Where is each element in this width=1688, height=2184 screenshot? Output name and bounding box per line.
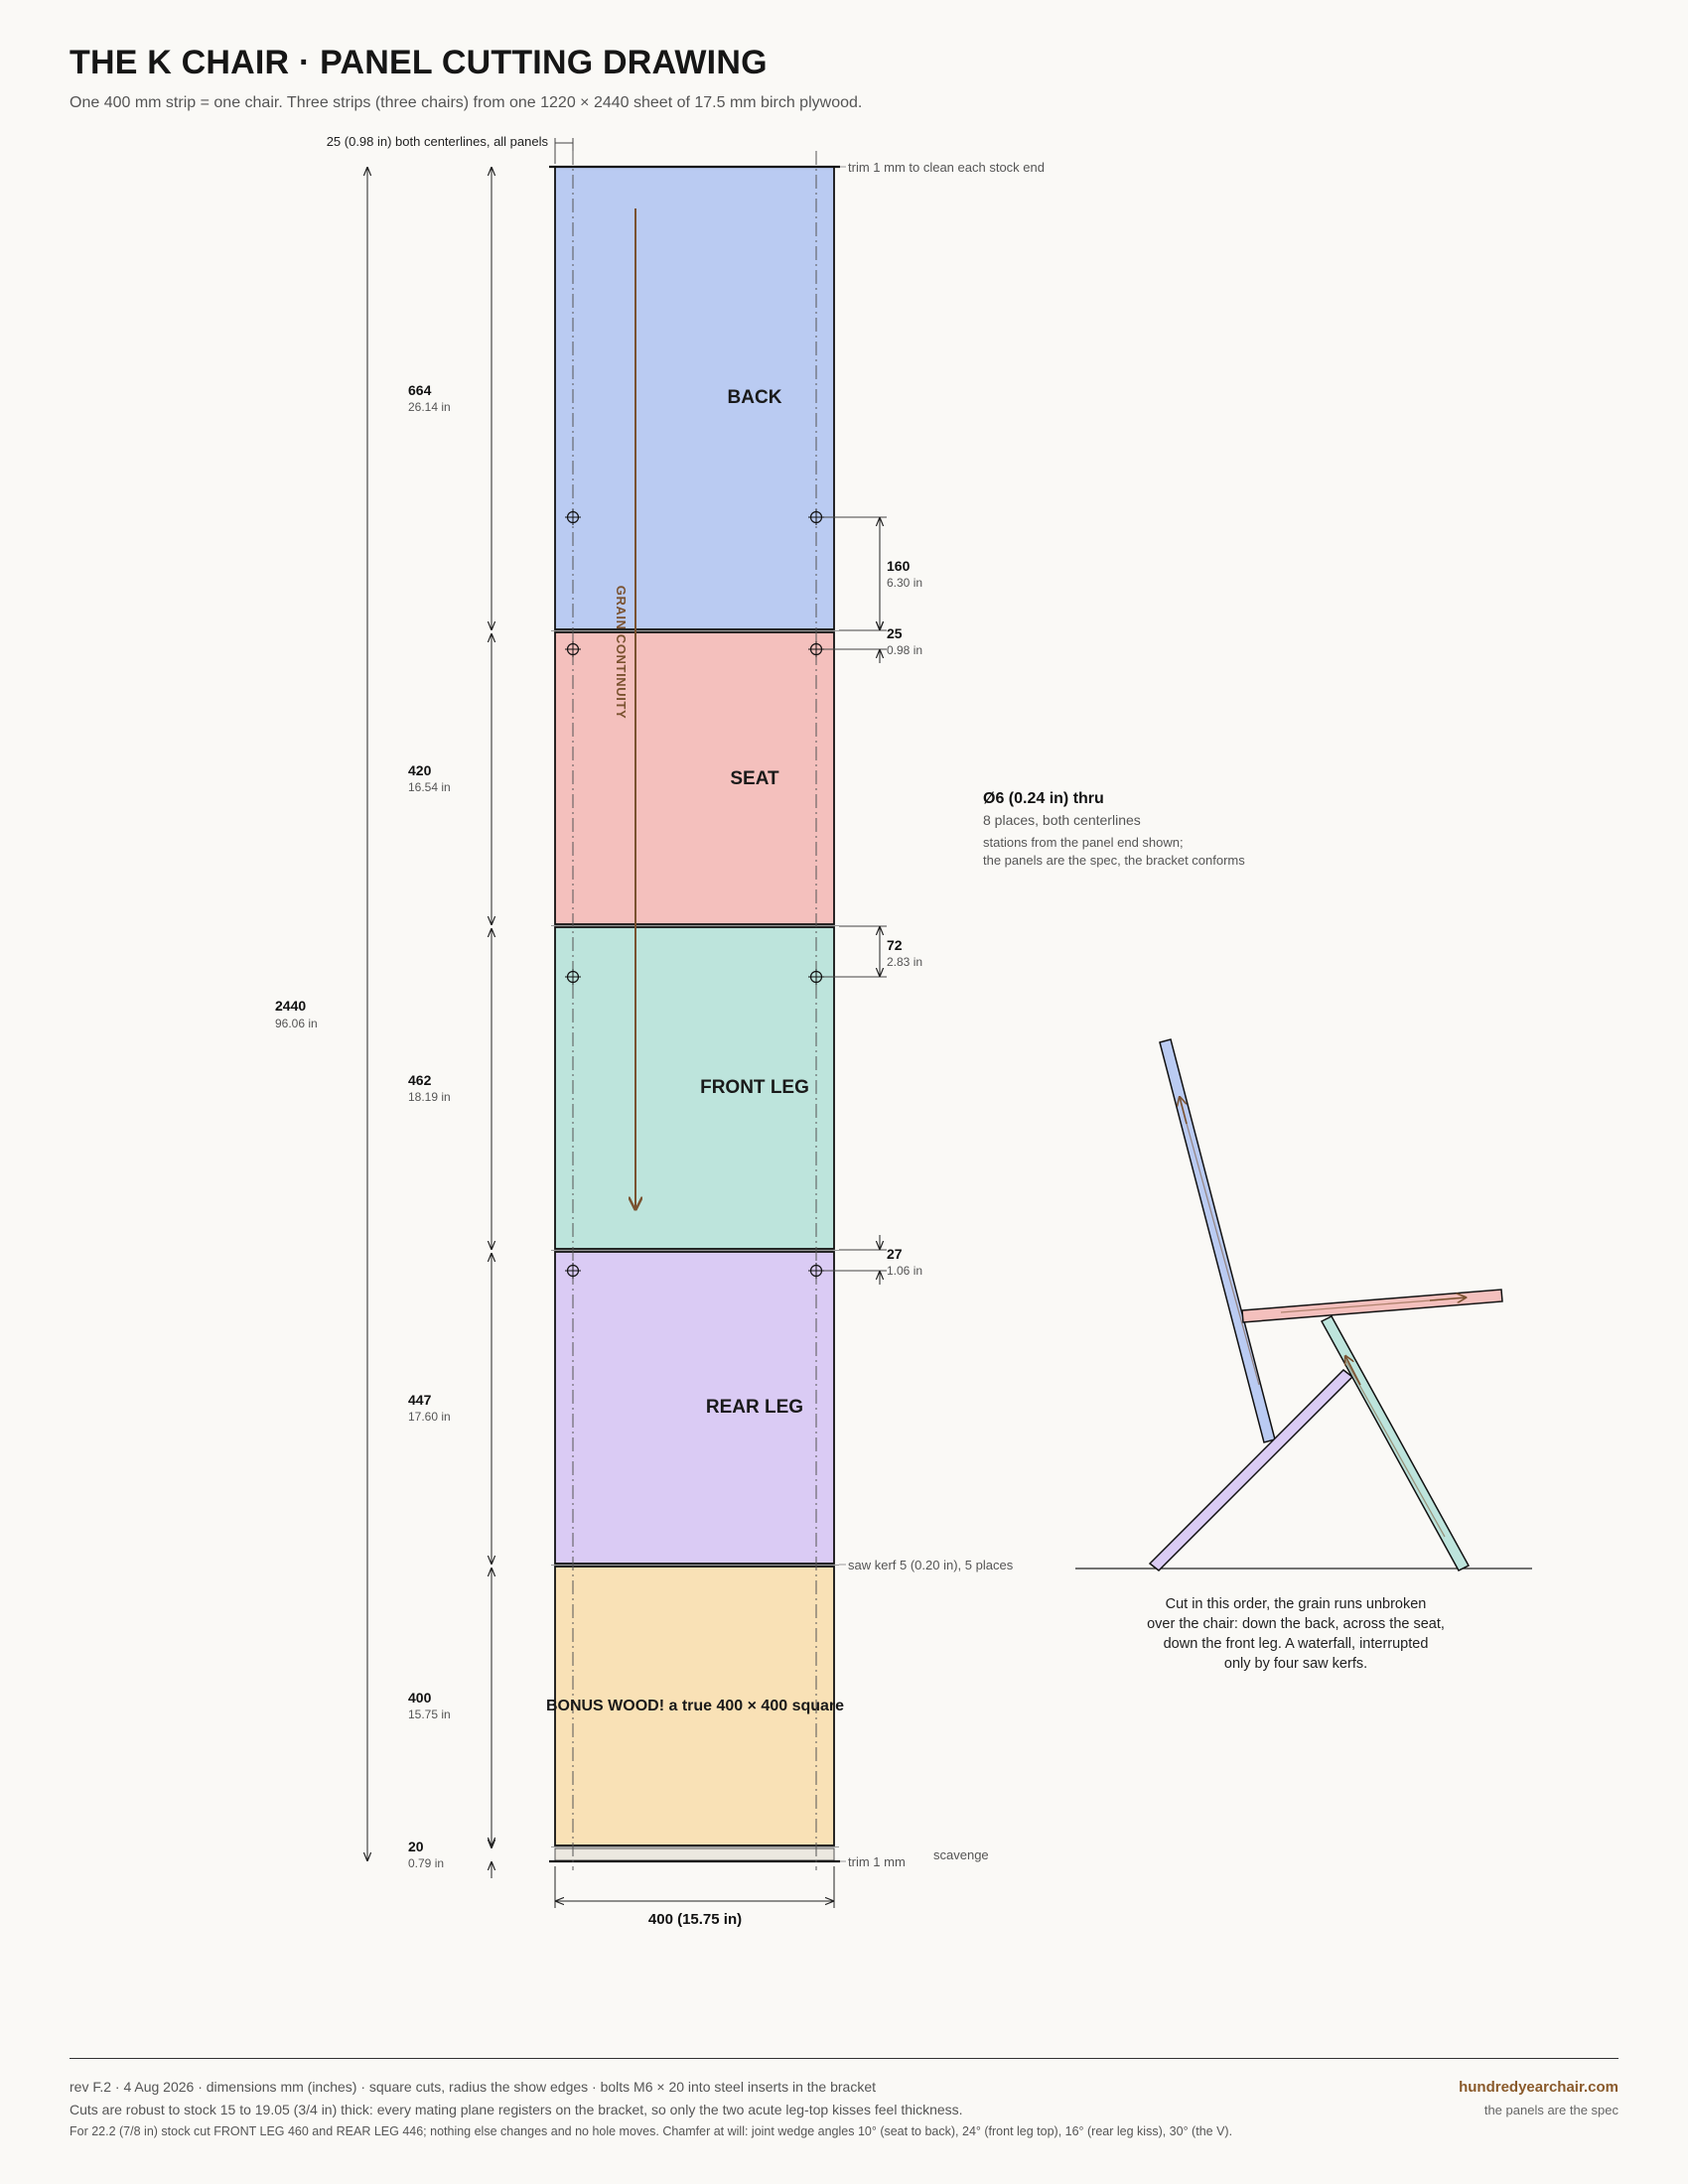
chair-caption-line1: Cut in this order, the grain runs unbrok… [1166,1596,1427,1612]
panel-label-seat: SEAT [730,768,779,789]
panel-scavenge [554,1847,835,1861]
grain-label: GRAIN CONTINUITY [614,586,629,720]
panel-label-bonus: BONUS WOOD! a true 400 × 400 square [546,1698,844,1714]
hole-icon [565,1263,581,1279]
dim-hole-front-mm: 72 [887,937,903,953]
panel-label-rear-leg: REAR LEG [706,1397,803,1418]
page-title: THE K CHAIR · PANEL CUTTING DRAWING [70,44,768,81]
panel-rear-leg [554,1251,835,1565]
centerline-note: 25 (0.98 in) both centerlines, all panel… [327,134,549,149]
dim-total-in: 96.06 in [275,1017,318,1030]
dim-seat-in: 16.54 in [408,780,451,794]
hole-icon [808,969,824,985]
hole-icon [808,509,824,525]
chair-caption-line2: over the chair: down the back, across th… [1147,1616,1445,1632]
footer-line-1: rev F.2 · 4 Aug 2026 · dimensions mm (in… [70,2079,876,2095]
hole-icon [808,1263,824,1279]
chair-rear-leg [1148,1369,1354,1571]
panel-seat [554,631,835,925]
footer-divider [70,2058,1618,2059]
bolt-holes [565,509,824,1279]
dim-hole-rear-mm: 27 [887,1246,903,1262]
panel-back [554,166,835,630]
dim-bonus-in: 15.75 in [408,1707,451,1721]
chair-front-leg [1320,1315,1471,1571]
hole-callout-line1: 8 places, both centerlines [983,812,1141,828]
panel-bonus-wood [554,1566,835,1846]
kerf-lines [551,630,846,1847]
centerlines [572,151,817,1870]
chair-seat [1241,1289,1503,1323]
dim-total-mm: 2440 [275,998,306,1014]
dim-back-mm: 664 [408,382,432,398]
dim-scavenge-mm: 20 [408,1839,424,1854]
dim-front-leg-in: 18.19 in [408,1090,451,1104]
dim-hole-back-mm: 160 [887,558,911,574]
dim-hole-seat-in: 0.98 in [887,643,922,657]
panel-front-leg [554,926,835,1250]
footer-site-link[interactable]: hundredyearchair.com [1459,2079,1618,2096]
hole-callout-line3: the panels are the spec, the bracket con… [983,853,1245,868]
chair-side-view [1075,1038,1532,1571]
footer-tagline: the panels are the spec [1483,2103,1618,2117]
note-scavenge: scavenge [933,1847,989,1862]
dim-bonus-mm: 400 [408,1690,432,1706]
dimension-lines-left [367,167,492,1878]
note-kerf: saw kerf 5 (0.20 in), 5 places [848,1558,1014,1572]
dim-hole-front-in: 2.83 in [887,955,922,969]
note-trim-bottom: trim 1 mm [848,1854,906,1869]
panel-label-back: BACK [728,387,782,408]
hole-icon [808,641,824,657]
footer-line-2: Cuts are robust to stock 15 to 19.05 (3/… [70,2102,963,2117]
chair-caption-line4: only by four saw kerfs. [1224,1656,1367,1672]
dim-scavenge-in: 0.79 in [408,1856,444,1870]
dim-rear-leg-mm: 447 [408,1392,432,1408]
hole-icon [565,969,581,985]
footer-line-3: For 22.2 (7/8 in) stock cut FRONT LEG 46… [70,2124,1233,2138]
width-label: 400 (15.75 in) [648,1911,742,1928]
hole-callout-line2: stations from the panel end shown; [983,835,1184,850]
dim-hole-rear-in: 1.06 in [887,1264,922,1278]
hole-icon [565,509,581,525]
note-trim-top: trim 1 mm to clean each stock end [848,160,1045,175]
dim-rear-leg-in: 17.60 in [408,1410,451,1424]
dim-hole-seat-mm: 25 [887,625,903,641]
width-dimension [554,1866,835,1908]
hole-icon [565,641,581,657]
page-subtitle: One 400 mm strip = one chair. Three stri… [70,94,863,111]
panel-label-front-leg: FRONT LEG [700,1077,809,1098]
chair-caption-line3: down the front leg. A waterfall, interru… [1164,1636,1429,1652]
dim-seat-mm: 420 [408,762,432,778]
dim-hole-back-in: 6.30 in [887,576,922,590]
hole-callout-title: Ø6 (0.24 in) thru [983,790,1104,807]
dim-front-leg-mm: 462 [408,1072,432,1088]
dim-back-in: 26.14 in [408,400,451,414]
